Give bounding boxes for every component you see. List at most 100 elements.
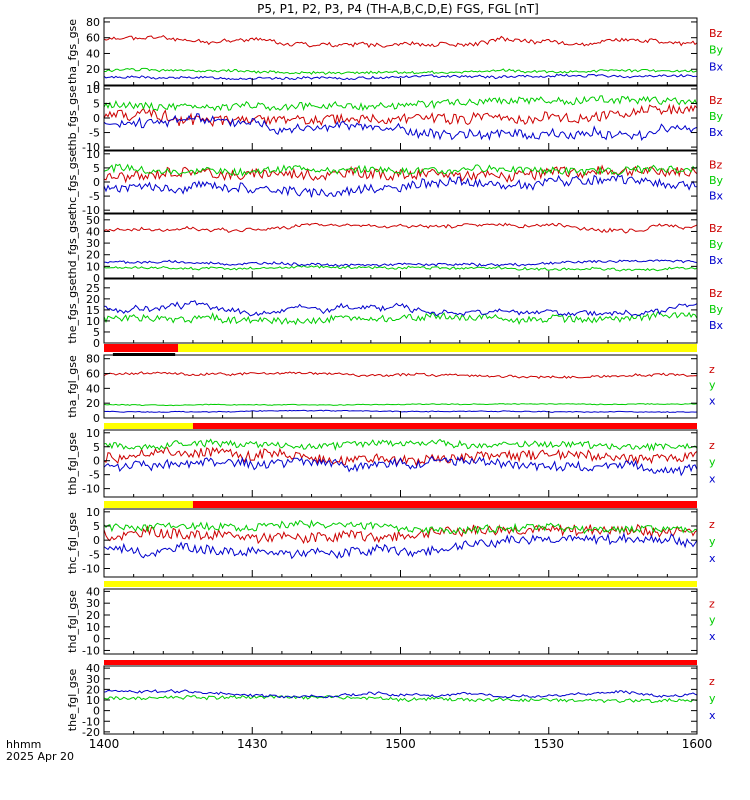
y-tick-label: 0 [93,412,100,425]
y-tick-label: 20 [86,683,100,696]
legend-Bz: Bz [709,27,723,40]
status-black-line [112,353,176,356]
y-tick-label: -5 [89,127,100,140]
y-tick-label: 0 [93,455,100,468]
legend-Bx: Bx [709,319,724,332]
status-segment [104,344,179,352]
legend-y: y [709,456,716,469]
y-tick-label: 40 [86,47,100,60]
status-segment [104,423,193,429]
legend-Bx: Bx [709,126,724,139]
plot-frame [103,588,698,655]
y-tick-label: 30 [86,237,100,250]
legend-z: z [709,675,715,688]
x-tick-label: 1500 [385,737,416,751]
y-tick-label: 0 [93,272,100,285]
legend-Bz: Bz [709,287,723,300]
legend-By: By [709,174,724,187]
legend-Bx: Bx [709,254,724,267]
series-line-x [103,455,698,477]
legend-Bx: Bx [709,60,724,73]
y-axis-label: the_fgs_gse [66,278,79,343]
y-tick-label: 15 [86,304,100,317]
legend-z: z [709,597,715,610]
y-axis-label: thc_fgl_gse [66,512,79,574]
status-segment [104,660,697,665]
y-axis-label: the_fgl_gse [66,669,79,732]
status-segment [192,423,697,429]
y-tick-label: 40 [86,662,100,675]
y-tick-label: 0 [93,633,100,646]
series-line-y [103,403,698,407]
y-tick-label: 20 [86,397,100,410]
plot-frame [103,278,698,344]
y-tick-label: 60 [86,368,100,381]
y-tick-label: 5 [93,441,100,454]
y-tick-label: 60 [86,32,100,45]
y-tick-label: -10 [82,483,100,496]
series-line-y [103,694,698,704]
y-tick-label: -10 [82,141,100,154]
series-line-z [103,523,698,545]
series-line-Bx [103,174,698,198]
series-line-x [103,531,698,560]
legend-z: z [709,518,715,531]
legend-x: x [709,552,716,565]
y-axis-label: tha_fgs_gse [66,19,79,84]
y-tick-label: 10 [86,506,100,519]
y-tick-label: 10 [86,260,100,273]
plot-frame [103,17,698,86]
y-tick-label: -5 [89,190,100,203]
status-bar-4 [104,581,697,587]
series-line-y [103,519,698,536]
y-tick-label: 5 [93,97,100,110]
y-tick-label: 10 [86,694,100,707]
footer-hhmm: hhmm [6,738,41,751]
y-tick-label: 40 [86,382,100,395]
y-tick-label: 0 [93,705,100,718]
y-axis-label: thc_fgs_gse [66,150,79,215]
y-tick-label: -20 [82,726,100,739]
y-tick-label: 50 [86,214,100,227]
status-segment [104,501,193,508]
plot-frame [103,508,698,578]
figure-title: P5, P1, P2, P3, P4 (TH-A,B,C,D,E) FGS, F… [257,2,539,16]
series-line-z [103,371,698,379]
footer-date: 2025 Apr 20 [6,750,74,763]
series-line-By [103,264,698,272]
series-line-Bx [103,300,698,317]
y-tick-label: 10 [86,148,100,161]
y-tick-label: 80 [86,16,100,29]
status-bar-2 [104,423,697,429]
series-line-x [103,688,698,699]
y-axis-label: thd_fgl_gse [66,590,79,653]
y-tick-label: 40 [86,585,100,598]
y-tick-label: 80 [86,353,100,366]
y-axis-label: thd_fgs_gse [66,213,79,279]
x-axis: 1400 1430 1500 1530 1600 [89,737,713,751]
legend-y: y [709,535,716,548]
legend-Bz: Bz [709,94,723,107]
legend-By: By [709,110,724,123]
legend-z: z [709,363,715,376]
series-line-By [103,163,698,177]
legend-x: x [709,630,716,643]
legend-x: x [709,709,716,722]
status-bar-3 [104,501,697,508]
panel-thb_fgs_gse: -10-5 0 510 thb_fgs_gse Bz By Bx [66,83,724,154]
y-tick-label: 0 [93,534,100,547]
y-tick-label: -5 [89,548,100,561]
series-line-Bz [103,34,698,49]
y-tick-label: -10 [82,204,100,217]
panel-tha_fgs_gse: 0 20 40 60 80 tha_fgs_gse Bz By Bx [66,16,724,92]
y-tick-label: 20 [86,63,100,76]
status-segment [178,344,697,352]
